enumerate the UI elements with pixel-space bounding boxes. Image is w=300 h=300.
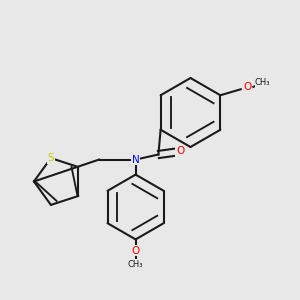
Text: O: O bbox=[243, 82, 251, 92]
Text: N: N bbox=[132, 154, 140, 165]
Text: O: O bbox=[176, 146, 184, 157]
Text: O: O bbox=[131, 245, 140, 256]
Text: CH₃: CH₃ bbox=[255, 78, 270, 87]
Text: CH₃: CH₃ bbox=[128, 260, 143, 269]
Text: S: S bbox=[48, 153, 54, 163]
